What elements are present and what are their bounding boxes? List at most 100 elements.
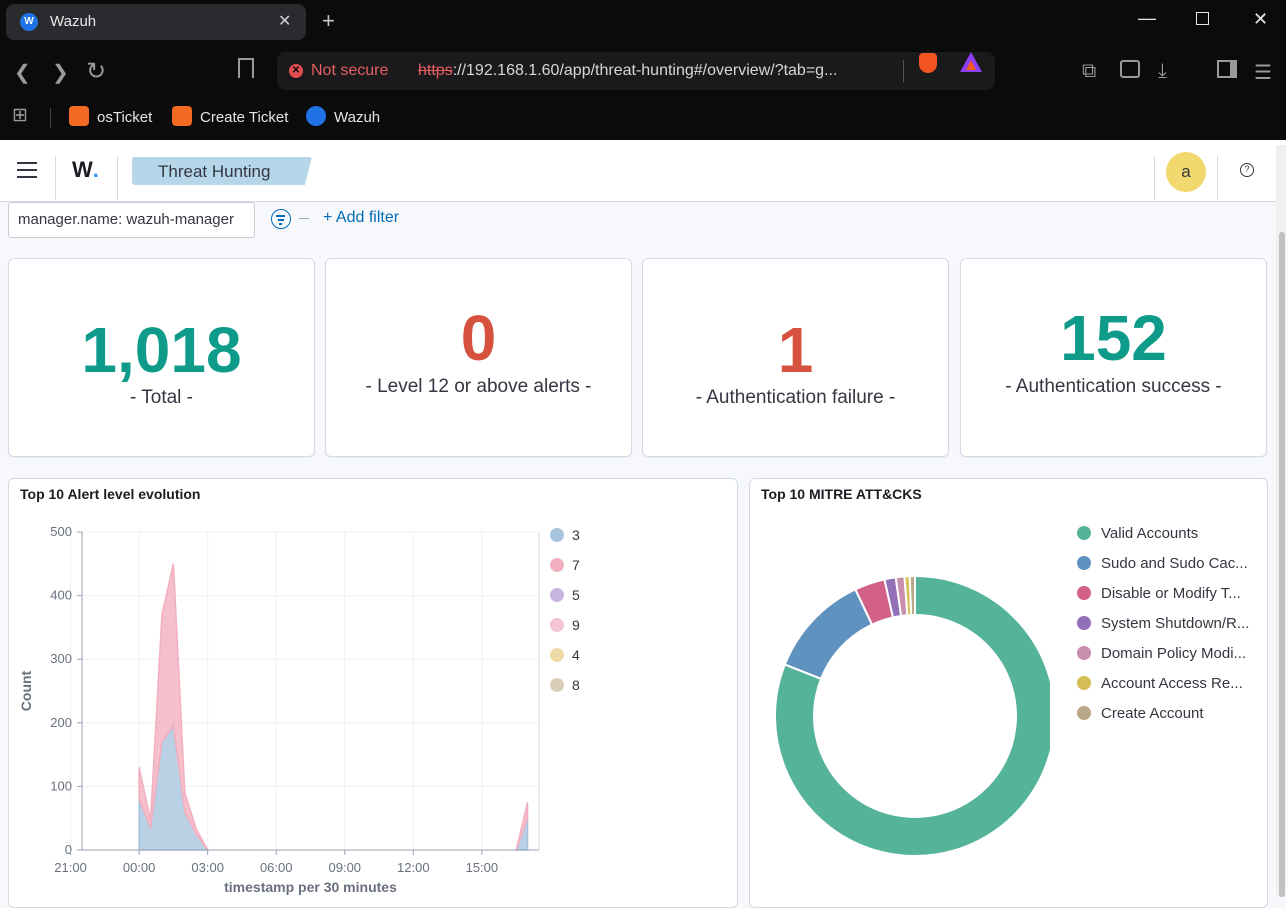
new-tab-icon[interactable]: + — [322, 8, 335, 33]
minimize-icon[interactable]: — — [1138, 8, 1156, 28]
legend-swatch — [1077, 526, 1091, 540]
panel-title: Top 10 MITRE ATT&CKS — [761, 486, 922, 502]
area-series-7[interactable] — [515, 802, 529, 851]
bookmark-wazuh[interactable]: Wazuh — [306, 106, 380, 126]
legend-swatch — [1077, 586, 1091, 600]
tab-title: Wazuh — [50, 13, 97, 30]
avatar[interactable]: a — [1166, 152, 1206, 192]
x-tick-label: 09:00 — [329, 860, 362, 875]
legend-label[interactable]: 4 — [572, 647, 580, 663]
legend-label[interactable]: 8 — [572, 677, 580, 693]
legend-swatch — [550, 558, 564, 572]
bookmark-osticket[interactable]: osTicket — [69, 106, 152, 126]
browser-titlebar: W Wazuh ✕ + — ✕ — [0, 0, 1286, 44]
y-tick-label: 500 — [50, 524, 72, 539]
brave-shields-icon[interactable] — [919, 53, 937, 73]
legend-swatch — [1077, 616, 1091, 630]
legend-item[interactable]: Sudo and Sudo Cac... — [1077, 555, 1248, 572]
bookmark-divider — [50, 108, 51, 128]
legend-label[interactable]: 9 — [572, 617, 580, 633]
stat-card-auth-success: 152 - Authentication success - — [960, 258, 1267, 457]
legend-swatch — [550, 588, 564, 602]
wazuh-logo[interactable]: W. — [72, 157, 99, 183]
url-separator — [903, 60, 904, 82]
bookmark-label: Wazuh — [334, 109, 381, 126]
stat-value: 1 — [777, 314, 814, 386]
bookmark-create-ticket[interactable]: Create Ticket — [172, 106, 288, 126]
x-tick-label: 00:00 — [123, 860, 156, 875]
x-tick-label: 21:00 — [54, 860, 87, 875]
tab-close-icon[interactable]: ✕ — [278, 13, 292, 30]
url-path: ://192.168.1.60/app/threat-hunting#/over… — [452, 62, 838, 79]
header-divider — [117, 156, 118, 200]
breadcrumb[interactable]: Threat Hunting — [132, 157, 312, 185]
legend-label[interactable]: 3 — [572, 527, 580, 543]
brave-rewards-icon[interactable] — [960, 52, 982, 72]
stat-label: - Level 12 or above alerts - — [365, 376, 592, 397]
forward-icon[interactable]: ❯ — [52, 62, 69, 84]
url-scheme: https — [418, 62, 453, 79]
reader-mode-icon[interactable] — [1120, 60, 1140, 78]
alert-evolution-chart[interactable]: 0 100 200 300 400 500 21:00 00:00 03:00 06:00 09:0… — [9, 479, 737, 899]
legend-item[interactable]: Account Access Re... — [1077, 675, 1243, 692]
filter-pill[interactable]: manager.name: wazuh-manager — [8, 202, 255, 238]
window-close-icon[interactable]: ✕ — [1253, 9, 1269, 29]
legend-label: Account Access Re... — [1101, 675, 1243, 692]
donut-slice[interactable] — [774, 574, 1050, 857]
address-bar[interactable]: ✕ Not secure https://192.168.1.60/app/th… — [277, 52, 995, 90]
logo-dot: . — [92, 157, 99, 182]
extensions-icon[interactable]: ⧉ — [1082, 60, 1097, 82]
stat-value: 0 — [460, 302, 497, 374]
osticket-icon — [172, 106, 192, 126]
filter-pill-label: manager.name: wazuh-manager — [18, 211, 234, 228]
donut-slice[interactable] — [783, 587, 874, 681]
x-tick-label: 06:00 — [260, 860, 293, 875]
reload-icon[interactable]: ↻ — [86, 58, 107, 85]
browser-tab[interactable]: W Wazuh ✕ — [6, 4, 306, 40]
legend-label: Valid Accounts — [1101, 525, 1199, 542]
donut-slice[interactable] — [908, 574, 916, 617]
app-header: W. Threat Hunting a ? — [0, 140, 1286, 202]
page-scrollbar-thumb[interactable] — [1279, 232, 1285, 897]
security-status[interactable]: Not secure — [311, 62, 389, 79]
help-icon[interactable]: ? — [1240, 163, 1254, 177]
legend-swatch — [1077, 706, 1091, 720]
stat-value: 152 — [1060, 302, 1167, 374]
legend-item[interactable]: System Shutdown/R... — [1077, 615, 1249, 632]
bookmark-icon[interactable] — [238, 58, 254, 78]
legend-label: Disable or Modify T... — [1101, 585, 1241, 602]
menu-icon[interactable]: ☰ — [1254, 62, 1272, 84]
header-divider — [1154, 156, 1155, 200]
back-icon[interactable]: ❮ — [14, 62, 31, 84]
filter-options-icon[interactable] — [271, 209, 291, 229]
url-text[interactable]: https://192.168.1.60/app/threat-hunting#… — [418, 62, 837, 80]
bookmarks-bar: ⊞ osTicket Create Ticket Wazuh — [0, 98, 1286, 140]
maximize-icon[interactable] — [1196, 12, 1209, 25]
downloads-icon[interactable]: ⤓ — [1158, 60, 1167, 82]
browser-navbar: ❮ ❯ ↻ ✕ Not secure https://192.168.1.60/… — [0, 44, 1286, 98]
legend-item[interactable]: Disable or Modify T... — [1077, 585, 1241, 602]
area-series-7[interactable] — [138, 563, 209, 851]
apps-grid-icon[interactable]: ⊞ — [12, 105, 28, 126]
legend-label[interactable]: 7 — [572, 557, 580, 573]
legend-item[interactable]: Domain Policy Modi... — [1077, 645, 1246, 662]
y-tick-label: 300 — [50, 651, 72, 666]
stat-card-auth-failure: 1 - Authentication failure - — [642, 258, 949, 457]
legend-label: System Shutdown/R... — [1101, 615, 1250, 632]
mitre-donut-chart[interactable] — [750, 479, 1050, 889]
stat-card-total: 1,018 - Total - — [8, 258, 315, 457]
hamburger-menu-icon[interactable] — [17, 162, 37, 178]
legend-item[interactable]: Valid Accounts — [1077, 525, 1198, 542]
add-filter-button[interactable]: + Add filter — [323, 209, 400, 226]
sidebar-icon[interactable] — [1217, 60, 1237, 78]
legend-item[interactable]: Create Account — [1077, 705, 1204, 722]
legend-swatch — [1077, 556, 1091, 570]
y-tick-label: 0 — [65, 842, 72, 857]
legend-swatch — [550, 678, 564, 692]
y-tick-label: 100 — [50, 778, 72, 793]
y-tick-label: 400 — [50, 588, 72, 603]
legend-label[interactable]: 5 — [572, 587, 580, 603]
wazuh-favicon-icon: W — [20, 13, 38, 31]
x-tick-label: 15:00 — [466, 860, 499, 875]
legend-label: Sudo and Sudo Cac... — [1101, 555, 1248, 572]
